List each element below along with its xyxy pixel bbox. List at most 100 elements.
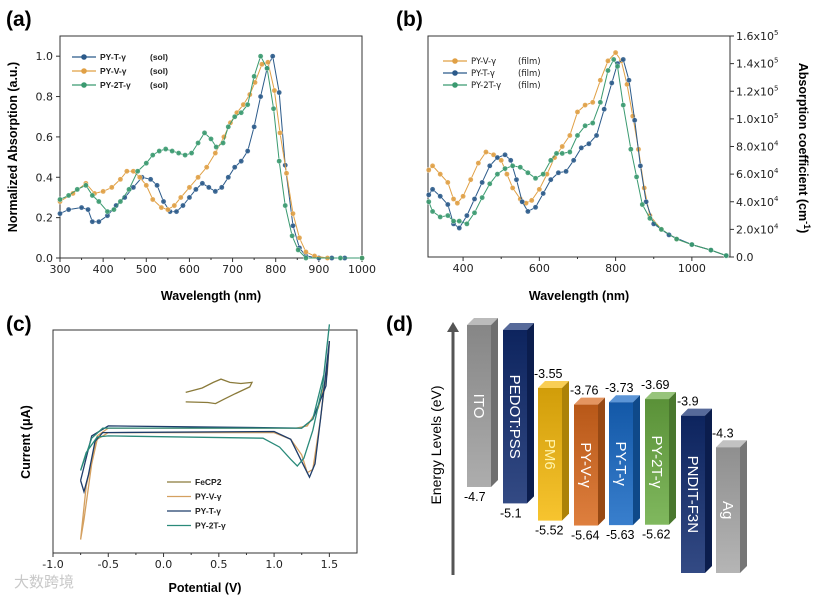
data-point	[647, 215, 653, 222]
data-point	[104, 208, 111, 215]
legend-marker	[452, 58, 458, 64]
legend-marker	[81, 68, 87, 74]
series-line-PY-V-γ	[59, 61, 362, 259]
y-tick-label: 8.0x104	[736, 140, 779, 154]
bar-front-face	[574, 404, 598, 526]
data-point	[117, 198, 124, 205]
data-point	[238, 109, 244, 116]
x-tick-label: 300	[50, 263, 71, 276]
x-tick-label: 900	[308, 263, 329, 276]
data-point	[160, 198, 167, 205]
bar-label: ITO	[470, 394, 487, 419]
data-point	[559, 150, 566, 157]
data-point	[547, 176, 554, 183]
bar-top-face	[716, 440, 747, 448]
bar-front-face	[645, 399, 669, 525]
data-point	[536, 186, 543, 193]
data-point	[295, 247, 301, 253]
data-point	[605, 67, 611, 74]
bar-side-face	[527, 323, 534, 504]
arrow-head-icon	[447, 322, 459, 332]
data-point	[195, 174, 201, 181]
data-point	[589, 120, 596, 126]
data-point	[186, 184, 193, 191]
legend-label: PY-T-γ	[195, 506, 221, 516]
data-point	[265, 59, 271, 66]
y-tick-label: 1.0x105	[736, 112, 778, 126]
data-point	[158, 204, 165, 211]
data-point	[471, 196, 478, 202]
data-point	[597, 99, 604, 106]
y-tick-label: 0.0	[736, 251, 754, 264]
data-point	[425, 192, 432, 198]
data-point	[165, 206, 171, 213]
data-point	[218, 184, 225, 191]
data-point	[631, 117, 638, 124]
x-tick-label: 400	[453, 262, 474, 275]
data-point	[483, 149, 489, 155]
bar-front-face	[538, 388, 562, 521]
data-point	[283, 170, 290, 177]
data-point	[89, 192, 96, 199]
data-point	[639, 201, 646, 208]
data-point	[173, 208, 180, 215]
data-point	[251, 73, 257, 80]
watermark: 大数跨境	[14, 573, 74, 591]
data-point	[528, 197, 535, 204]
bar-label: PY-2T-γ	[648, 435, 665, 488]
data-point	[429, 163, 436, 169]
energy-bar-py-v-: PY-V-γ -3.76 -5.64	[570, 384, 605, 543]
bar-label: PNDIT-F3N	[684, 456, 701, 534]
data-point	[445, 179, 451, 186]
data-point	[486, 180, 493, 187]
y-tick-label: 0.0	[36, 252, 54, 265]
data-point	[578, 145, 585, 151]
legend-label: PY-T-γ	[100, 52, 126, 62]
energy-bar-py-t-: PY-T-γ -3.73 -5.63	[605, 381, 640, 542]
data-point	[540, 190, 546, 197]
bar-front-face	[609, 402, 633, 526]
legend-marker	[81, 82, 87, 88]
legend-tag: (film)	[518, 81, 541, 91]
data-point	[169, 148, 175, 154]
x-tick-label: -1.0	[42, 558, 63, 571]
data-point	[612, 49, 619, 56]
data-point	[494, 154, 501, 161]
data-point	[143, 160, 150, 166]
x-tick-label: -0.5	[98, 558, 119, 571]
legend-marker	[452, 82, 458, 88]
data-point	[633, 174, 640, 180]
data-point	[83, 182, 89, 189]
data-point	[199, 180, 206, 187]
data-point	[504, 171, 510, 177]
data-point	[290, 222, 296, 229]
data-point	[601, 106, 607, 113]
data-point	[154, 182, 160, 189]
bar-side-face	[669, 392, 676, 525]
data-point	[100, 188, 106, 195]
data-point	[78, 204, 85, 211]
y-tick-label: 6.0x104	[736, 167, 779, 181]
data-point	[479, 179, 485, 186]
data-point	[464, 212, 470, 219]
data-point	[509, 163, 516, 169]
bar-top-face	[503, 323, 534, 330]
data-point	[467, 176, 474, 183]
data-point	[486, 163, 493, 169]
bar-label: PY-V-γ	[577, 442, 594, 488]
data-point	[582, 122, 588, 129]
data-point	[574, 132, 581, 139]
data-point	[626, 77, 632, 83]
data-point	[220, 140, 226, 146]
data-point	[437, 171, 444, 177]
chart-c-ylabel: Current (μA)	[19, 405, 33, 479]
bar-top-face	[609, 395, 640, 403]
chart-b-ylabel: Absorption coefficient (cm-1)	[796, 63, 812, 234]
homo-value: -4.7	[464, 490, 486, 504]
data-point	[156, 148, 163, 154]
y-tick-label: 0.8	[36, 91, 54, 104]
data-point	[593, 132, 600, 139]
data-point	[673, 236, 680, 242]
x-tick-label: 400	[93, 263, 114, 276]
data-point	[570, 157, 577, 164]
